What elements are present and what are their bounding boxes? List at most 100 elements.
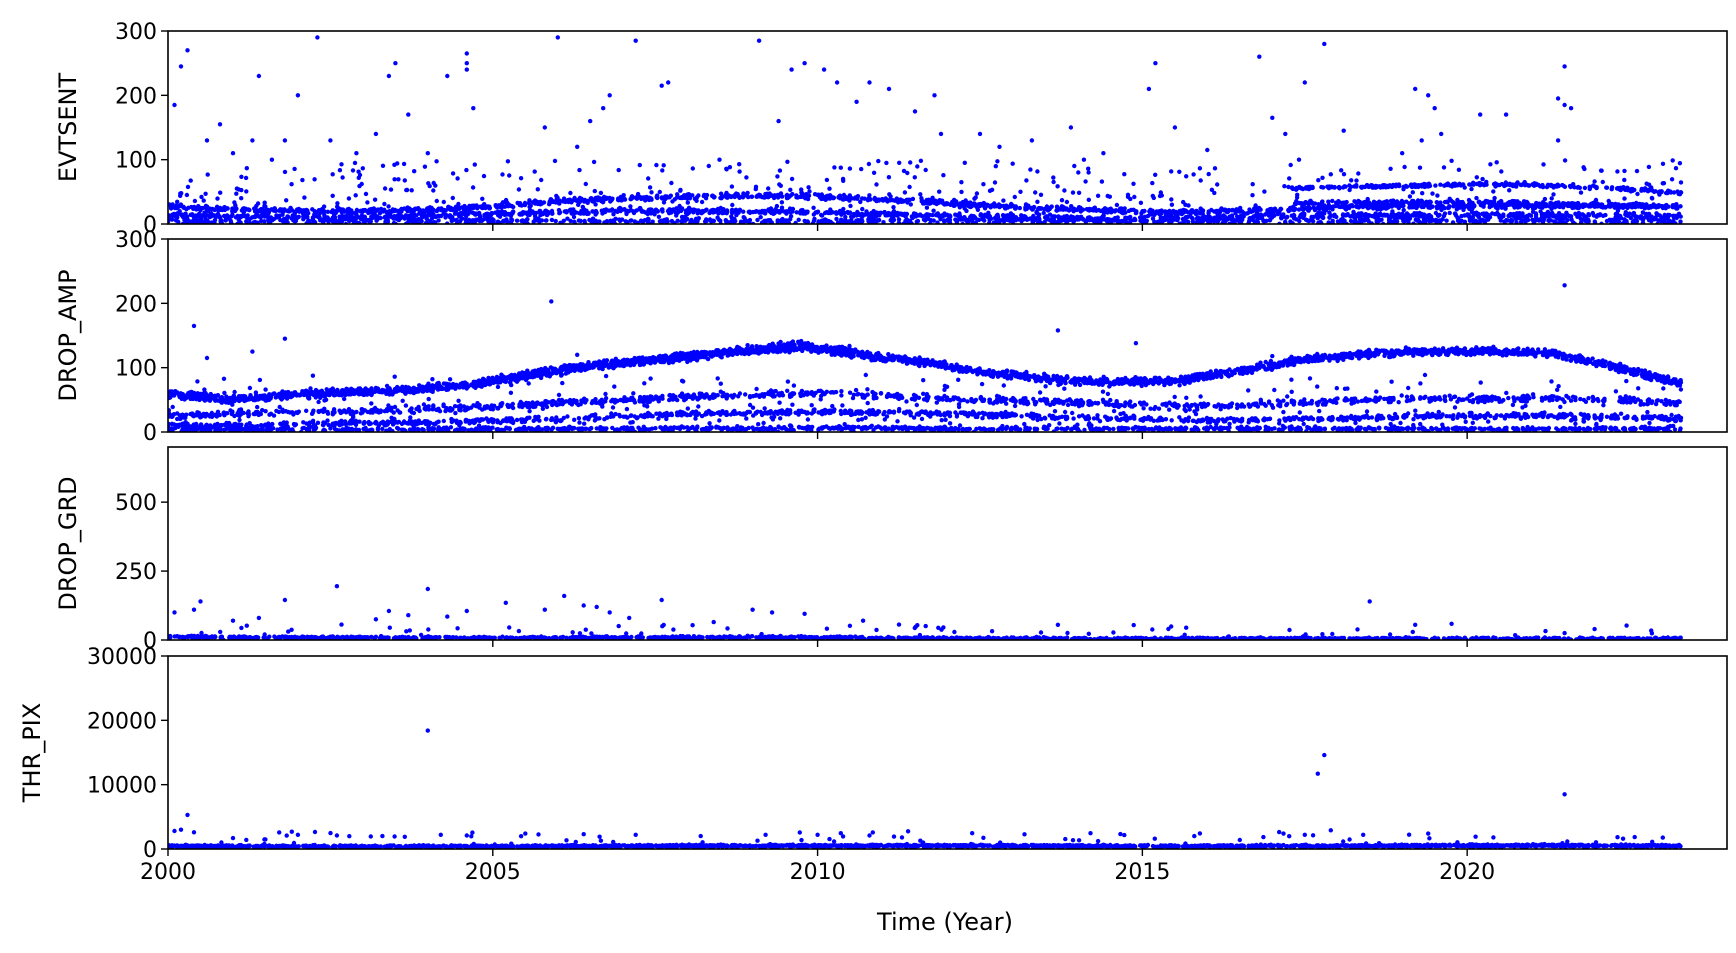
data-point	[654, 194, 659, 199]
outlier-point	[393, 61, 398, 66]
data-point	[539, 218, 545, 223]
data-point	[608, 219, 614, 224]
data-point	[350, 168, 356, 173]
data-point	[1092, 219, 1097, 224]
data-point	[639, 196, 644, 202]
data-point	[1524, 204, 1530, 209]
data-point	[238, 220, 243, 224]
data-point	[635, 191, 641, 197]
data-point	[450, 171, 456, 176]
data-point	[424, 216, 429, 221]
data-point	[904, 220, 909, 224]
data-point	[553, 218, 558, 224]
data-point	[479, 218, 485, 223]
data-point	[982, 212, 988, 217]
outlier-point	[607, 93, 612, 98]
data-point	[420, 214, 425, 220]
data-point	[1043, 215, 1048, 220]
data-point	[475, 206, 480, 211]
data-point	[519, 203, 524, 208]
data-point	[1190, 208, 1195, 213]
outlier-point	[1257, 54, 1262, 59]
data-point	[1637, 201, 1642, 207]
data-point	[550, 211, 555, 216]
data-point	[962, 160, 967, 165]
data-point	[1382, 212, 1387, 217]
data-point	[905, 170, 910, 176]
data-point	[1332, 212, 1337, 217]
data-point	[354, 213, 359, 218]
data-point	[1341, 185, 1346, 190]
data-point	[602, 220, 607, 224]
data-point	[1267, 218, 1272, 223]
data-point	[954, 199, 959, 204]
data-point	[1330, 198, 1335, 204]
data-point	[312, 209, 317, 214]
data-point	[623, 219, 628, 224]
data-point	[1616, 219, 1622, 224]
data-point	[1150, 180, 1155, 186]
data-point	[406, 219, 412, 224]
data-point	[1101, 207, 1106, 212]
data-point	[1661, 181, 1667, 186]
data-point	[1375, 207, 1380, 212]
data-point	[1167, 214, 1172, 219]
data-point	[179, 191, 184, 196]
data-point	[660, 168, 665, 173]
data-point	[247, 220, 252, 224]
data-point	[352, 220, 358, 224]
data-point	[675, 218, 680, 223]
data-point	[935, 220, 940, 224]
data-point	[196, 204, 201, 209]
data-point	[185, 184, 191, 190]
data-point	[549, 197, 554, 202]
data-point	[326, 219, 331, 224]
data-point	[807, 189, 812, 194]
data-point	[884, 160, 889, 166]
data-point	[647, 185, 653, 190]
data-point	[441, 199, 446, 205]
data-point	[1338, 204, 1343, 210]
data-point	[396, 217, 402, 223]
data-point	[609, 197, 614, 202]
data-point	[501, 218, 507, 224]
data-point	[1631, 210, 1637, 216]
data-point	[1268, 210, 1274, 215]
data-point	[1120, 211, 1126, 216]
outlier-point	[373, 131, 379, 137]
data-point	[912, 175, 917, 180]
data-point	[973, 195, 978, 200]
data-point	[255, 220, 260, 224]
data-point	[554, 193, 559, 199]
data-point	[1051, 179, 1056, 185]
data-point	[539, 177, 544, 183]
data-point	[304, 207, 309, 213]
outlier-point	[386, 73, 392, 79]
data-point	[611, 212, 616, 217]
outlier-point	[1068, 125, 1074, 130]
data-point	[1003, 213, 1009, 218]
data-point	[1422, 181, 1427, 187]
data-point	[1076, 205, 1082, 210]
data-point	[1415, 203, 1421, 208]
data-point	[1034, 209, 1039, 215]
data-point	[812, 192, 818, 197]
data-point	[1494, 160, 1499, 165]
data-point	[1086, 166, 1091, 171]
data-point	[1198, 178, 1203, 183]
data-point	[1518, 215, 1524, 220]
data-point	[233, 203, 238, 208]
data-point	[1538, 184, 1543, 189]
outlier-point	[1555, 96, 1561, 101]
data-point	[971, 201, 977, 206]
data-point	[568, 207, 573, 212]
data-point	[340, 175, 345, 180]
data-point	[1649, 217, 1654, 222]
data-point	[1474, 212, 1480, 217]
data-point	[920, 201, 926, 206]
data-point	[742, 216, 747, 221]
data-point	[254, 208, 259, 213]
data-point	[1012, 194, 1017, 200]
outlier-point	[204, 138, 210, 143]
